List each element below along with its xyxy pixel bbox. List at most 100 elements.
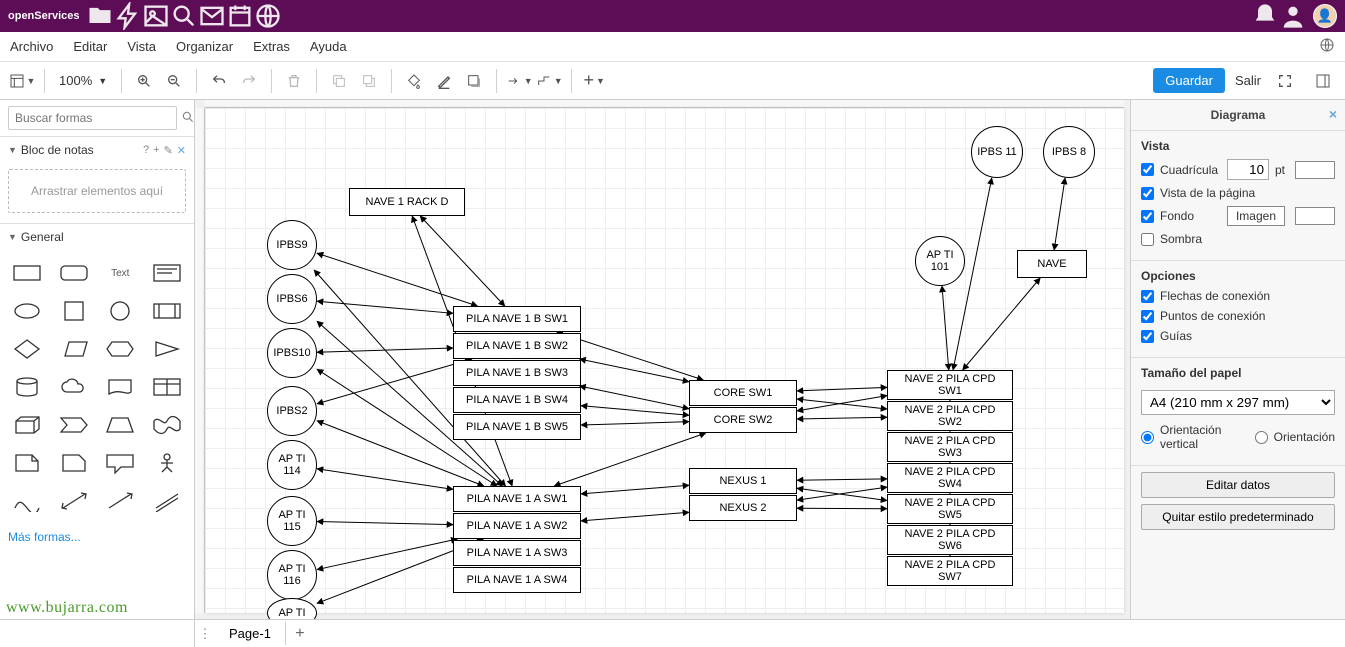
view-mode-button[interactable]: ▼ bbox=[8, 67, 36, 95]
zoom-level[interactable]: 100%▼ bbox=[53, 73, 113, 88]
add-page-icon[interactable]: + bbox=[286, 625, 314, 643]
diagram-node[interactable]: PILA NAVE 1 A SW3 bbox=[453, 540, 581, 566]
help-icon[interactable]: ? bbox=[143, 144, 149, 157]
bolt-icon[interactable] bbox=[114, 2, 142, 30]
shape-actor[interactable] bbox=[146, 448, 189, 478]
diagram-node[interactable]: NAVE bbox=[1017, 250, 1087, 278]
redo-icon[interactable] bbox=[235, 67, 263, 95]
diagram-node[interactable]: IPBS9 bbox=[267, 220, 317, 270]
diagram-node[interactable]: NEXUS 1 bbox=[689, 468, 797, 494]
shape-note[interactable] bbox=[6, 448, 49, 478]
to-back-icon[interactable] bbox=[355, 67, 383, 95]
save-button[interactable]: Guardar bbox=[1153, 68, 1225, 93]
diagram-node[interactable]: NAVE 2 PILA CPD SW3 bbox=[887, 432, 1013, 462]
shape-biarrow[interactable] bbox=[53, 486, 96, 516]
diagram-node[interactable]: NEXUS 2 bbox=[689, 495, 797, 521]
diagram-node[interactable]: AP TI 114 bbox=[267, 440, 317, 490]
format-panel-icon[interactable] bbox=[1309, 67, 1337, 95]
orient-v-radio[interactable] bbox=[1141, 431, 1154, 444]
notes-section[interactable]: ▼Bloc de notas ?+✎✕ bbox=[0, 137, 194, 163]
connarrows-checkbox[interactable] bbox=[1141, 290, 1154, 303]
edit-data-button[interactable]: Editar datos bbox=[1141, 472, 1335, 498]
shape-hexagon[interactable] bbox=[99, 334, 142, 364]
add-icon[interactable]: +▼ bbox=[580, 67, 608, 95]
grid-color-swatch[interactable] bbox=[1295, 161, 1335, 179]
diagram-node[interactable]: PILA NAVE 1 A SW4 bbox=[453, 567, 581, 593]
diagram-node[interactable]: IPBS6 bbox=[267, 274, 317, 324]
avatar[interactable]: 👤 bbox=[1313, 4, 1337, 28]
language-icon[interactable] bbox=[1319, 37, 1335, 56]
edit-note-icon[interactable]: ✎ bbox=[164, 144, 173, 157]
canvas[interactable]: NAVE 1 RACK DIPBS9IPBS6IPBS10IPBS2AP TI … bbox=[205, 108, 1124, 613]
menu-editar[interactable]: Editar bbox=[73, 39, 107, 54]
delete-icon[interactable] bbox=[280, 67, 308, 95]
search-input[interactable] bbox=[8, 106, 177, 130]
shape-parallelogram[interactable] bbox=[53, 334, 96, 364]
bg-checkbox[interactable] bbox=[1141, 210, 1154, 223]
shape-circle[interactable] bbox=[99, 296, 142, 326]
diagram-node[interactable]: PILA NAVE 1 A SW1 bbox=[453, 486, 581, 512]
more-shapes[interactable]: Más formas... bbox=[0, 524, 194, 550]
diagram-node[interactable]: AP TI 101 bbox=[915, 236, 965, 286]
menu-vista[interactable]: Vista bbox=[127, 39, 156, 54]
diagram-node[interactable]: NAVE 2 PILA CPD SW7 bbox=[887, 556, 1013, 586]
diagram-node[interactable]: PILA NAVE 1 A SW2 bbox=[453, 513, 581, 539]
grid-checkbox[interactable] bbox=[1141, 163, 1154, 176]
diagram-node[interactable]: NAVE 2 PILA CPD SW4 bbox=[887, 463, 1013, 493]
grid-size-input[interactable] bbox=[1227, 159, 1269, 180]
bg-image-button[interactable]: Imagen bbox=[1227, 206, 1285, 226]
shape-triangle[interactable] bbox=[146, 334, 189, 364]
shape-textblock[interactable] bbox=[146, 258, 189, 288]
diagram-node[interactable]: NAVE 2 PILA CPD SW6 bbox=[887, 525, 1013, 555]
folder-icon[interactable] bbox=[86, 2, 114, 30]
bg-color-swatch[interactable] bbox=[1295, 207, 1335, 225]
fill-icon[interactable] bbox=[400, 67, 428, 95]
page-tab-1[interactable]: Page-1 bbox=[215, 622, 286, 645]
line-color-icon[interactable] bbox=[430, 67, 458, 95]
diagram-node[interactable]: AP TI 115 bbox=[267, 496, 317, 546]
shape-ellipse[interactable] bbox=[6, 296, 49, 326]
diagram-node[interactable]: AP TI 116 bbox=[267, 550, 317, 600]
connpoints-checkbox[interactable] bbox=[1141, 310, 1154, 323]
remove-style-button[interactable]: Quitar estilo predeterminado bbox=[1141, 504, 1335, 530]
zoom-in-icon[interactable] bbox=[130, 67, 158, 95]
shape-text[interactable]: Text bbox=[99, 258, 142, 288]
menu-ayuda[interactable]: Ayuda bbox=[310, 39, 347, 54]
diagram-node[interactable]: IPBS2 bbox=[267, 386, 317, 436]
exit-button[interactable]: Salir bbox=[1235, 73, 1261, 88]
search-icon[interactable] bbox=[170, 2, 198, 30]
tab-grip-icon[interactable]: ⋮ bbox=[195, 626, 215, 642]
calendar-icon[interactable] bbox=[226, 2, 254, 30]
shape-tape[interactable] bbox=[146, 410, 189, 440]
guides-checkbox[interactable] bbox=[1141, 330, 1154, 343]
diagram-node[interactable]: NAVE 2 PILA CPD SW5 bbox=[887, 494, 1013, 524]
image-icon[interactable] bbox=[142, 2, 170, 30]
globe-icon[interactable] bbox=[254, 2, 282, 30]
to-front-icon[interactable] bbox=[325, 67, 353, 95]
shape-cloud[interactable] bbox=[53, 372, 96, 402]
orient-h-radio[interactable] bbox=[1255, 431, 1268, 444]
menu-organizar[interactable]: Organizar bbox=[176, 39, 233, 54]
shape-curve[interactable] bbox=[6, 486, 49, 516]
shape-rounded[interactable] bbox=[53, 258, 96, 288]
close-icon[interactable]: × bbox=[1329, 106, 1337, 122]
papersize-select[interactable]: A4 (210 mm x 297 mm) bbox=[1141, 390, 1335, 415]
diagram-node[interactable]: IPBS 8 bbox=[1043, 126, 1095, 178]
shape-cube[interactable] bbox=[6, 410, 49, 440]
search-shapes-icon[interactable] bbox=[181, 110, 195, 127]
shape-card[interactable] bbox=[53, 448, 96, 478]
shape-document[interactable] bbox=[99, 372, 142, 402]
add-note-icon[interactable]: + bbox=[153, 144, 159, 157]
shape-link[interactable] bbox=[146, 486, 189, 516]
diagram-node[interactable]: AP TI bbox=[267, 598, 317, 619]
shape-table[interactable] bbox=[146, 372, 189, 402]
waypoint-icon[interactable]: ▼ bbox=[535, 67, 563, 95]
zoom-out-icon[interactable] bbox=[160, 67, 188, 95]
diagram-node[interactable]: PILA NAVE 1 B SW1 bbox=[453, 306, 581, 332]
diagram-node[interactable]: NAVE 2 PILA CPD SW1 bbox=[887, 370, 1013, 400]
shape-process[interactable] bbox=[146, 296, 189, 326]
general-section[interactable]: ▼General bbox=[0, 224, 194, 250]
fullscreen-icon[interactable] bbox=[1271, 67, 1299, 95]
shadow-checkbox[interactable] bbox=[1141, 233, 1154, 246]
shape-cylinder[interactable] bbox=[6, 372, 49, 402]
